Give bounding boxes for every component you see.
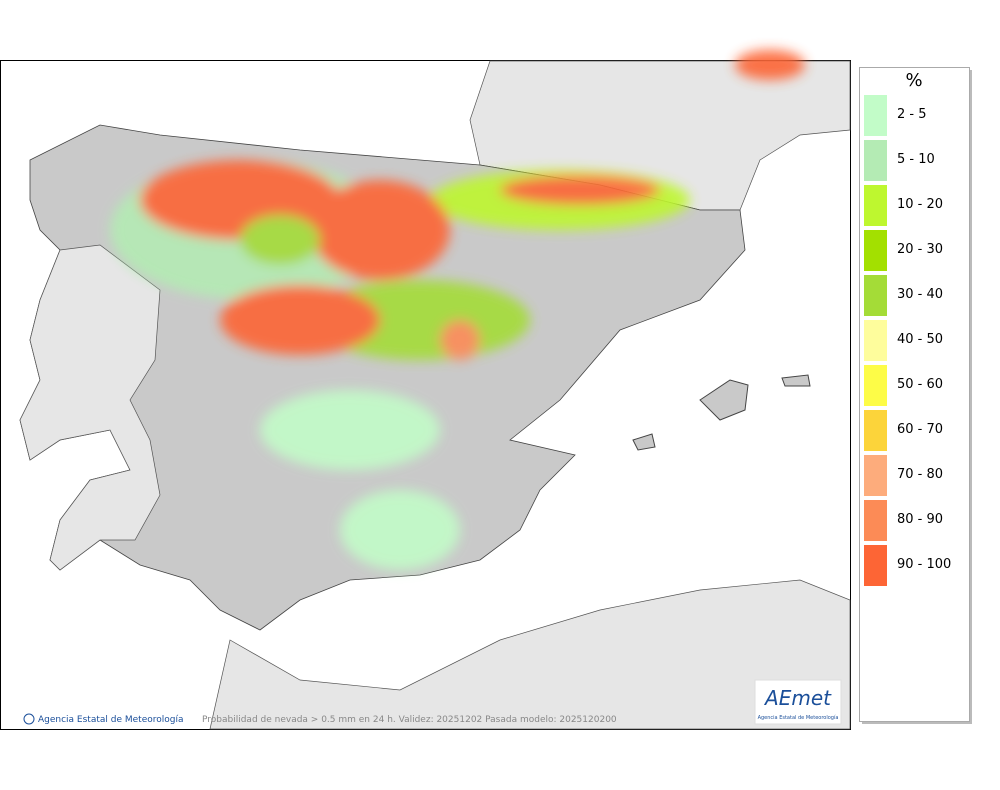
legend: % 2 - 5 5 - 10 10 - 20 20 - 30 30 - 40 40 - 5… bbox=[859, 67, 972, 724]
legend-swatch bbox=[864, 185, 887, 226]
logo: AEmet bbox=[763, 686, 832, 710]
legend-label: 70 - 80 bbox=[897, 467, 943, 482]
legend-swatch bbox=[864, 320, 887, 361]
menorca bbox=[781, 374, 811, 387]
legend-label: 10 - 20 bbox=[897, 197, 943, 212]
legend-swatch bbox=[864, 410, 887, 451]
legend-swatch bbox=[864, 365, 887, 406]
portugal bbox=[19, 244, 161, 571]
legend-swatch bbox=[864, 500, 887, 541]
legend-label: 20 - 30 bbox=[897, 242, 943, 257]
credit: Agencia Estatal de Meteorología bbox=[38, 715, 184, 725]
map: Agencia Estatal de Meteorología Probabil… bbox=[0, 50, 851, 730]
legend-swatch bbox=[864, 545, 887, 586]
legend-label: 50 - 60 bbox=[897, 377, 943, 392]
legend-label: 40 - 50 bbox=[897, 332, 943, 347]
legend-swatch bbox=[864, 455, 887, 496]
legend-label: 5 - 10 bbox=[897, 152, 935, 167]
legend-label: 2 - 5 bbox=[897, 107, 927, 122]
legend-swatch bbox=[864, 275, 887, 316]
legend-title: % bbox=[905, 70, 922, 91]
legend-swatch bbox=[864, 95, 887, 136]
snow-probability bbox=[110, 50, 805, 570]
legend-swatch bbox=[864, 140, 887, 181]
caption: Probabilidad de nevada > 0.5 mm en 24 h.… bbox=[202, 715, 617, 725]
logo-subtitle: Agencia Estatal de Meteorología bbox=[758, 714, 839, 721]
legend-label: 90 - 100 bbox=[897, 557, 951, 572]
mallorca bbox=[699, 379, 749, 421]
legend-label: 60 - 70 bbox=[897, 422, 943, 437]
africa bbox=[209, 579, 851, 730]
copyright-icon bbox=[23, 713, 35, 725]
legend-label: 30 - 40 bbox=[897, 287, 943, 302]
legend-label: 80 - 90 bbox=[897, 512, 943, 527]
ibiza bbox=[632, 433, 656, 451]
legend-swatch bbox=[864, 230, 887, 271]
logo-box bbox=[754, 679, 842, 725]
